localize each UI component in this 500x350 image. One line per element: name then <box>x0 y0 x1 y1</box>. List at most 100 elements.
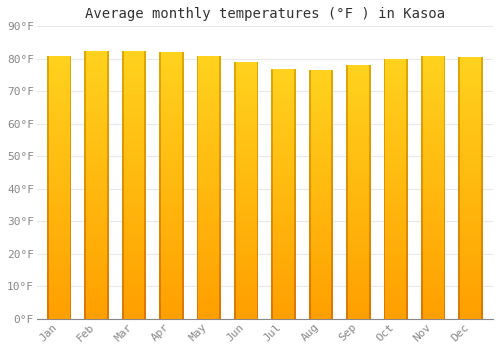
Bar <box>84 254 108 257</box>
Bar <box>421 248 446 250</box>
Bar <box>346 184 348 187</box>
Bar <box>309 142 310 145</box>
Bar <box>122 295 146 298</box>
Bar <box>444 240 446 243</box>
Bar <box>458 122 483 125</box>
Bar <box>47 216 48 219</box>
Bar <box>107 276 108 279</box>
Bar <box>369 299 370 301</box>
Bar <box>84 246 108 249</box>
Bar <box>84 145 86 147</box>
Bar <box>384 270 386 272</box>
Bar <box>234 98 258 100</box>
Bar <box>272 251 273 254</box>
Bar <box>234 93 258 96</box>
Bar <box>256 113 258 116</box>
Bar <box>234 121 258 124</box>
Bar <box>84 306 86 308</box>
Bar <box>256 129 258 131</box>
Bar <box>421 253 423 256</box>
Bar <box>144 209 146 212</box>
Bar <box>219 201 221 203</box>
Bar <box>234 250 235 252</box>
Bar <box>481 141 483 144</box>
Bar <box>481 122 483 125</box>
Bar <box>122 72 146 75</box>
Bar <box>196 266 198 269</box>
Bar <box>84 104 108 107</box>
Bar <box>444 111 446 113</box>
Bar <box>346 124 348 126</box>
Bar <box>272 184 295 186</box>
Bar <box>294 104 296 106</box>
Bar <box>182 154 184 156</box>
Bar <box>369 106 370 108</box>
Bar <box>182 121 184 124</box>
Bar <box>159 204 184 207</box>
Bar <box>458 225 460 227</box>
Bar <box>159 210 161 212</box>
Bar <box>346 195 370 197</box>
Bar <box>107 279 108 281</box>
Bar <box>384 82 408 85</box>
Bar <box>406 137 408 139</box>
Bar <box>219 206 221 208</box>
Bar <box>234 306 258 309</box>
Bar <box>346 83 370 86</box>
Bar <box>47 163 72 166</box>
Bar <box>421 184 423 187</box>
Bar <box>421 250 446 253</box>
Bar <box>234 260 258 262</box>
Bar <box>346 139 348 141</box>
Bar <box>346 80 348 83</box>
Bar <box>234 183 235 186</box>
Bar <box>159 132 184 135</box>
Bar <box>182 226 184 228</box>
Bar <box>406 233 408 236</box>
Bar <box>294 186 296 189</box>
Bar <box>256 98 258 100</box>
Bar <box>256 280 258 283</box>
Bar <box>84 72 108 75</box>
Bar <box>107 155 108 158</box>
Bar <box>294 184 296 186</box>
Bar <box>182 218 184 220</box>
Bar <box>384 145 386 147</box>
Bar <box>294 89 296 91</box>
Bar <box>384 264 386 267</box>
Bar <box>122 166 124 169</box>
Bar <box>122 147 146 150</box>
Bar <box>196 69 198 71</box>
Bar <box>47 61 72 63</box>
Bar <box>47 243 48 245</box>
Bar <box>84 118 108 120</box>
Bar <box>122 206 124 209</box>
Bar <box>458 96 460 99</box>
Bar <box>346 96 348 98</box>
Bar <box>107 230 108 233</box>
Bar <box>84 107 108 110</box>
Bar <box>384 145 408 147</box>
Bar <box>84 204 86 206</box>
Bar <box>70 245 71 248</box>
Bar <box>196 224 198 227</box>
Bar <box>70 190 71 193</box>
Bar <box>159 154 184 156</box>
Bar <box>84 265 108 268</box>
Bar <box>122 230 124 233</box>
Bar <box>234 183 258 186</box>
Bar <box>84 134 108 136</box>
Bar <box>84 273 108 276</box>
Bar <box>444 119 446 121</box>
Bar <box>84 233 86 236</box>
Bar <box>346 314 370 316</box>
Bar <box>458 251 483 253</box>
Bar <box>182 84 184 87</box>
Bar <box>47 269 72 272</box>
Bar <box>219 303 221 306</box>
Bar <box>272 281 273 284</box>
Bar <box>309 312 310 314</box>
Bar <box>122 155 146 158</box>
Bar <box>481 86 483 89</box>
Bar <box>458 131 460 133</box>
